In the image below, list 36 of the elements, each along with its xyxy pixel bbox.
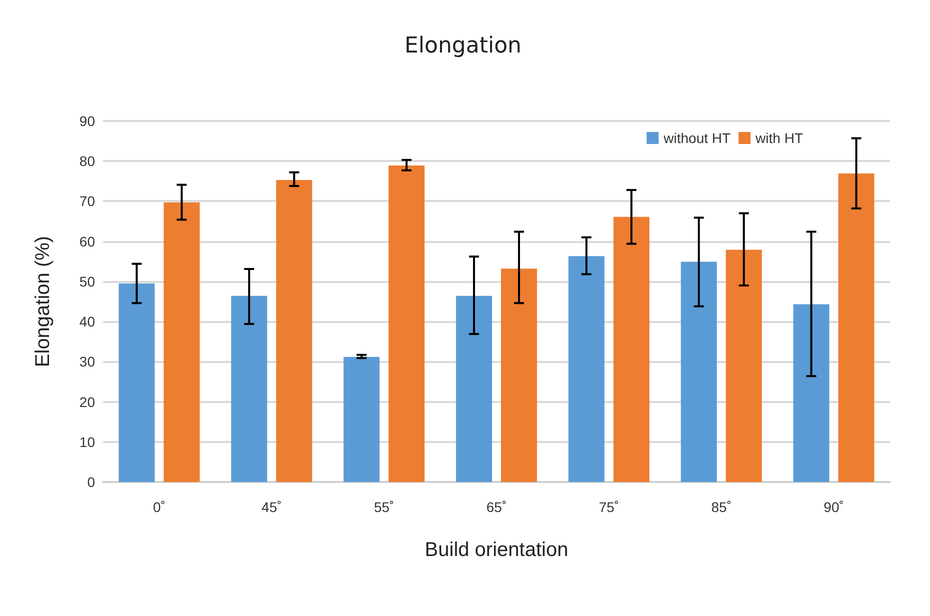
bar: [793, 304, 830, 482]
y-axis-title: Elongation (%): [32, 236, 54, 368]
bar: [344, 356, 380, 482]
bar: [388, 166, 425, 482]
x-tick-label: 65˚: [486, 499, 507, 515]
bar: [613, 216, 650, 482]
y-tick-label: 60: [79, 233, 96, 250]
y-tick-label: 20: [79, 394, 96, 410]
y-tick-label: 70: [79, 193, 96, 210]
x-axis-title: Build orientation: [424, 539, 568, 561]
bar: [231, 296, 268, 482]
y-tick-label: 30: [79, 354, 96, 370]
bar: [276, 180, 312, 482]
legend-label: with HT: [754, 130, 804, 146]
y-tick-label: 40: [79, 314, 96, 330]
bar: [726, 250, 762, 482]
bar: [501, 268, 537, 482]
bar: [456, 296, 492, 482]
chart-title: Elongation: [404, 34, 522, 58]
x-tick-label: 90˚: [824, 499, 844, 515]
x-tick-label: 55˚: [374, 499, 394, 515]
x-tick-label: 0˚: [152, 499, 166, 515]
bar: [680, 262, 717, 482]
y-tick-label: 10: [79, 434, 96, 450]
y-tick-label: 90: [79, 113, 96, 129]
bar: [118, 283, 155, 482]
y-tick-label: 50: [79, 273, 96, 290]
x-tick-label: 85˚: [711, 499, 732, 515]
x-tick-label: 75˚: [598, 499, 620, 515]
x-tick-label: 45˚: [262, 499, 282, 515]
bar: [164, 202, 200, 482]
bar: [568, 256, 604, 482]
legend-label: without HT: [662, 130, 731, 146]
y-tick-label: 0: [87, 474, 96, 490]
y-tick-label: 80: [79, 153, 96, 170]
bar: [838, 174, 874, 482]
